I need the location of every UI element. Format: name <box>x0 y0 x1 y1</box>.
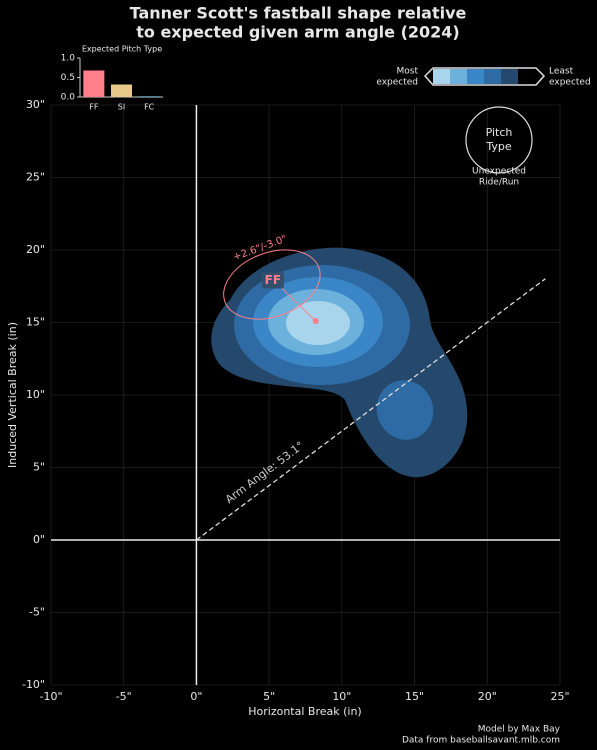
y-tick-label: 20" <box>26 243 45 256</box>
y-tick-label: 10" <box>26 388 45 401</box>
x-tick-label: -10" <box>39 690 62 703</box>
x-tick-label: 15" <box>405 690 424 703</box>
legend-label: expected <box>549 78 591 88</box>
y-tick-label: 30" <box>26 98 45 111</box>
bar <box>83 70 105 97</box>
chart-title: Tanner Scott's fastball shape relative <box>130 4 467 23</box>
legend-label: Most <box>397 67 419 77</box>
y-tick-label: 0" <box>33 533 45 546</box>
y-tick-label: -10" <box>22 678 45 691</box>
x-tick-label: 0" <box>190 690 202 703</box>
legend-label: Least <box>549 67 574 77</box>
y-tick-label: 1.0 <box>61 54 76 64</box>
x-tick-label: -5" <box>116 690 132 703</box>
y-tick-label: 5" <box>33 461 45 474</box>
x-tick-label: 25" <box>550 690 569 703</box>
key-label: Unexpected <box>472 167 526 177</box>
key-label: Type <box>485 140 511 153</box>
x-tick-label: SI <box>118 103 125 112</box>
bar <box>138 96 160 97</box>
pitch-point <box>312 318 319 325</box>
key-label: Ride/Run <box>479 178 519 188</box>
y-axis-label: Induced Vertical Break (in) <box>6 322 19 468</box>
bar <box>110 84 133 97</box>
key-label: Pitch <box>486 126 513 139</box>
y-tick-label: -5" <box>29 606 45 619</box>
y-tick-label: 25" <box>26 171 45 184</box>
arm-angle-label: Arm Angle: 53.1° <box>223 439 306 506</box>
key-circle <box>465 106 533 174</box>
y-tick-label: 15" <box>26 316 45 329</box>
legend-swatch <box>501 69 518 84</box>
expectedness-legend <box>423 67 546 86</box>
x-tick-label: FF <box>89 103 99 112</box>
contour <box>286 301 350 345</box>
grid <box>50 104 561 686</box>
credit: Model by Max Bay <box>478 725 561 735</box>
x-tick-label: 10" <box>332 690 351 703</box>
x-axis-label: Horizontal Break (in) <box>248 705 361 718</box>
legend-swatch <box>467 69 484 84</box>
chart-title: to expected given arm angle (2024) <box>136 23 460 42</box>
credit: Data from baseballsavant.mlb.com <box>402 736 560 746</box>
legend-label: expected <box>376 78 418 88</box>
pitch-label: FF <box>265 273 281 287</box>
legend-swatch <box>484 69 501 84</box>
inset-title: Expected Pitch Type <box>82 45 162 54</box>
legend-swatch <box>450 69 467 84</box>
legend-swatch <box>433 69 450 84</box>
legend-swatch <box>518 69 536 84</box>
y-tick-label: 0.0 <box>61 93 76 103</box>
pitch-label-box <box>261 272 284 289</box>
x-tick-label: 20" <box>478 690 497 703</box>
expected-region <box>223 249 321 320</box>
arm-angle-line <box>196 278 546 541</box>
y-tick-label: 0.5 <box>61 73 75 83</box>
x-tick-label: FC <box>144 103 155 112</box>
x-tick-label: 5" <box>263 690 275 703</box>
density-contours <box>211 247 468 478</box>
